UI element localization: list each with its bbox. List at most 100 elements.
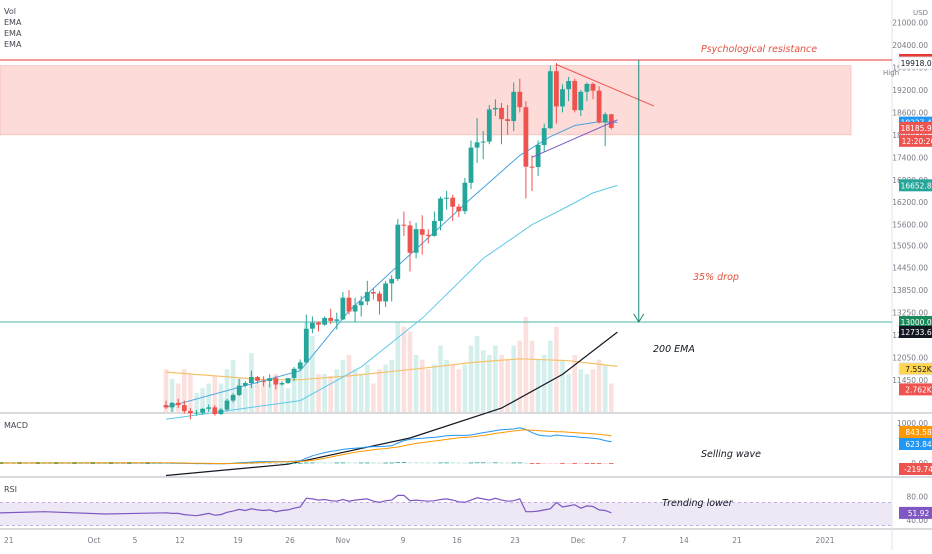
rsi-line [0,494,612,517]
macd-tag-label: 623.84 [905,440,931,449]
volume-bar [206,383,211,412]
candle [468,140,474,190]
candle-body [438,198,443,221]
macd-tag-box [899,463,932,475]
macd-hist-bar [365,462,370,464]
volume-bar [200,388,205,412]
volume-bar [511,345,516,412]
candle [511,82,517,132]
macd-hist-bar [267,462,272,464]
macd-tick-label: 1000.00 [897,419,928,428]
candle [523,101,529,199]
macd-hist-bar [596,463,602,464]
volume-bar [230,359,236,412]
volume-bar [401,326,407,412]
indicator-label: EMA [4,29,22,38]
rsi-tag-box [899,506,932,519]
x-tick-label: 2021 [815,536,834,545]
candle [163,400,169,409]
candle [212,405,218,416]
macd-hist-bar [474,462,480,464]
candle [224,398,230,412]
macd-hist-bar [389,462,394,464]
macd-hist-bar [304,462,309,464]
candle-body [529,166,535,168]
volume-bar [194,393,199,412]
price-tag-label: 19918.01 [901,59,932,68]
volume-bar [578,369,584,412]
candle [438,196,443,231]
price-tag-label: 13000.00 [901,318,932,327]
candle-body [242,383,248,386]
macd-hist-bar [566,463,571,464]
candle-body [279,383,285,385]
volume-bar [316,374,321,412]
volume-bar [590,369,596,412]
candle [236,378,242,397]
candle-body [328,317,334,321]
volume-bar [322,374,327,412]
volume-bar [395,321,401,412]
candle-body [249,377,254,384]
candle-body [291,368,297,379]
candle-body [560,89,565,107]
candle [401,211,407,236]
candle [529,155,535,191]
volume-bar [541,355,547,412]
price-tick-label: 12050.00 [892,354,928,363]
price-tag-box [899,383,932,396]
rsi-title: RSI [4,485,17,494]
macd-hist-bar [322,462,327,464]
candle [181,400,187,414]
macd-hist-bar [383,462,388,464]
candle-body [194,412,199,414]
candle [395,219,401,281]
macd-hist-bar [450,462,455,464]
volume-bar [163,369,169,412]
price-tag-box [898,56,932,70]
candle-body [352,305,358,312]
candle-body [303,328,309,363]
price-tick-label: 21000.00 [892,19,928,28]
volume-bar [407,331,413,412]
volume-bar [432,364,437,412]
candle-body [181,405,187,412]
x-tick-label: 23 [510,536,520,545]
candle [267,374,273,388]
volume-bar [279,385,285,412]
candle [194,409,199,416]
macd-hist-bar [432,462,437,464]
candle [608,113,614,130]
candle [218,408,224,415]
macd-hist-bar [401,462,407,463]
candle-body [554,71,559,107]
price-tag-label: 18185.91 [901,124,932,133]
candle-body [261,380,266,382]
candle-body [218,409,224,415]
candle [450,194,456,221]
candle [261,376,266,387]
x-tick-label: 26 [285,536,295,545]
candle-body [493,107,498,110]
candle [346,290,352,315]
volume-bar [426,369,431,412]
candle [364,280,370,306]
macd-hist-bar [273,462,279,464]
candle-body [255,377,260,381]
candle [383,280,388,308]
macd-hist-bar [529,463,535,464]
candle-body [474,142,480,148]
rsi-tick-label: 80.00 [907,493,929,502]
candle [584,82,590,102]
candle-body [541,128,547,145]
volume-bar [487,355,492,412]
macd-hist-bar [285,462,291,464]
macd-hist-bar [578,463,584,464]
candle [303,314,309,364]
candle [432,211,437,237]
volume-bar [261,378,266,412]
volume-bar [371,383,376,412]
macd-tag-box [899,426,932,438]
